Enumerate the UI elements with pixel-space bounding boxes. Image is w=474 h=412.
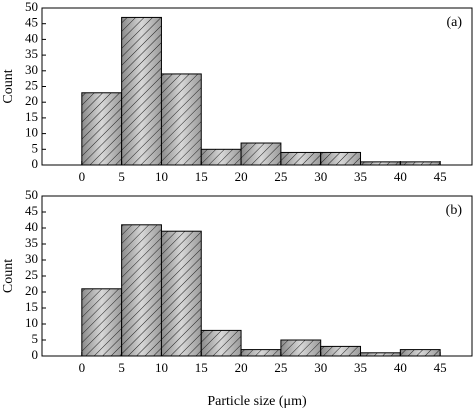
bar xyxy=(399,349,441,357)
x-tick-label: 35 xyxy=(354,169,367,184)
y-tick-label: 15 xyxy=(25,299,38,314)
y-tick-label: 5 xyxy=(32,140,39,155)
y-tick-label: 30 xyxy=(25,251,38,266)
y-tick-label: 45 xyxy=(25,203,38,218)
y-tick-label: 15 xyxy=(25,109,38,124)
x-tick-label: 5 xyxy=(118,169,125,184)
y-tick-label: 40 xyxy=(25,219,38,234)
y-axis-label: Count xyxy=(1,259,16,293)
x-axis-label: Particle size (μm) xyxy=(207,394,307,409)
y-tick-label: 35 xyxy=(25,235,38,250)
y-tick-label: 50 xyxy=(25,187,38,202)
y-tick-label: 25 xyxy=(25,267,38,282)
y-tick-label: 20 xyxy=(25,283,38,298)
x-tick-label: 0 xyxy=(79,360,86,375)
panel-label: (a) xyxy=(446,15,462,30)
x-tick-label: 0 xyxy=(79,169,86,184)
bar xyxy=(240,349,282,357)
y-tick-label: 10 xyxy=(25,315,38,330)
bar xyxy=(320,345,362,357)
bar xyxy=(160,73,202,166)
y-tick-label: 20 xyxy=(25,93,38,108)
y-tick-label: 5 xyxy=(32,331,39,346)
bar xyxy=(200,329,242,357)
y-tick-label: 50 xyxy=(25,0,38,14)
y-axis-label: Count xyxy=(1,69,16,103)
x-tick-label: 30 xyxy=(314,360,327,375)
bar xyxy=(81,92,123,166)
y-tick-label: 0 xyxy=(32,347,39,362)
x-tick-label: 25 xyxy=(274,360,287,375)
x-tick-label: 5 xyxy=(118,360,125,375)
y-tick-label: 35 xyxy=(25,46,38,61)
x-tick-label: 15 xyxy=(195,169,208,184)
bar xyxy=(320,151,362,166)
bar xyxy=(121,224,162,357)
x-tick-label: 40 xyxy=(394,360,407,375)
y-tick-label: 40 xyxy=(25,30,38,45)
x-tick-label: 20 xyxy=(235,360,248,375)
x-tick-label: 25 xyxy=(274,169,287,184)
x-tick-label: 40 xyxy=(394,169,407,184)
bar xyxy=(121,16,162,166)
bar xyxy=(280,339,322,357)
y-tick-label: 25 xyxy=(25,77,38,92)
bar xyxy=(200,148,242,166)
bar xyxy=(81,288,123,357)
x-tick-label: 45 xyxy=(434,360,447,375)
y-tick-label: 0 xyxy=(32,156,39,171)
x-tick-label: 10 xyxy=(155,360,168,375)
x-tick-label: 15 xyxy=(195,360,208,375)
x-tick-label: 10 xyxy=(155,169,168,184)
x-tick-label: 30 xyxy=(314,169,327,184)
x-tick-label: 35 xyxy=(354,360,367,375)
panel-label: (b) xyxy=(446,203,463,218)
y-tick-label: 45 xyxy=(25,15,38,30)
x-tick-label: 20 xyxy=(235,169,248,184)
y-tick-label: 10 xyxy=(25,125,38,140)
bar xyxy=(280,151,322,166)
bar xyxy=(240,142,282,166)
y-tick-label: 30 xyxy=(25,62,38,77)
x-tick-label: 45 xyxy=(434,169,447,184)
bar xyxy=(160,230,202,357)
